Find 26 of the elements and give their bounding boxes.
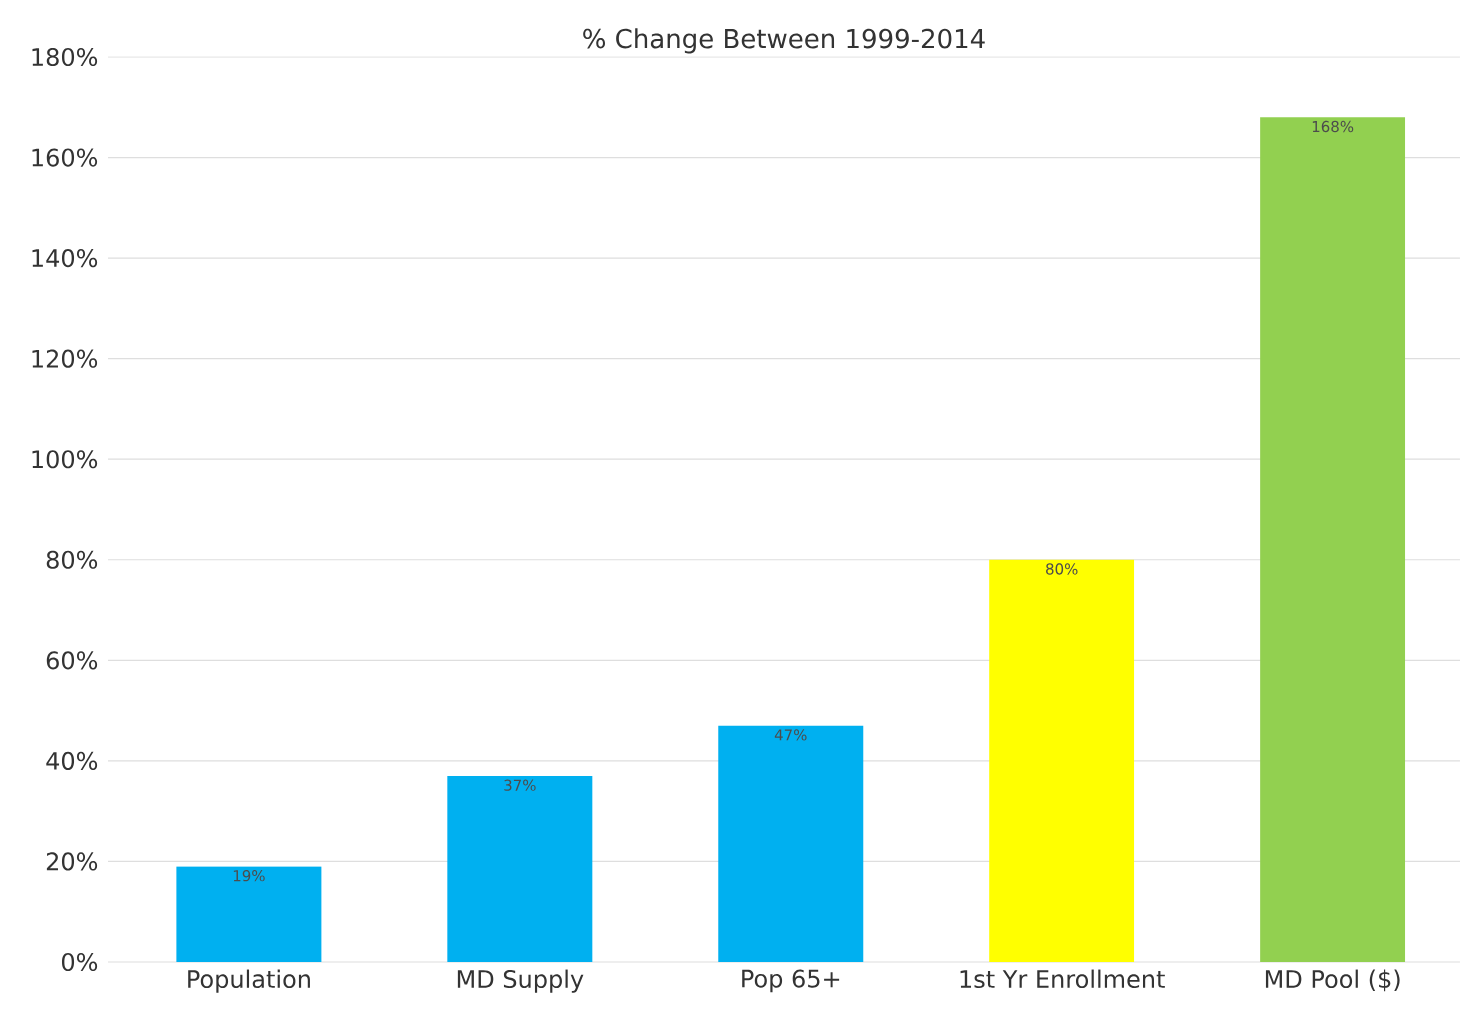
data-label: 47% [774, 729, 807, 741]
bar [176, 866, 322, 962]
y-tick-label: 140% [32, 249, 98, 268]
data-label: 19% [233, 870, 265, 882]
y-tick-label: 40% [46, 751, 98, 770]
y-tick-label: 100% [32, 450, 98, 469]
y-tick-label: 120% [32, 349, 98, 368]
y-tick-label: 60% [46, 651, 98, 670]
data-label: 37% [504, 779, 536, 791]
x-tick-label: MD Supply [457, 969, 584, 993]
y-tick-label: 0% [61, 952, 98, 972]
y-tick-label: 160% [32, 148, 98, 167]
chart-title: % Change Between 1999-2014 [583, 28, 985, 54]
bar [989, 559, 1135, 962]
y-tick-label: 180% [32, 47, 98, 67]
bar [447, 775, 593, 962]
bar [1260, 117, 1406, 962]
x-tick-label: MD Pool ($) [1265, 969, 1400, 992]
bar [718, 725, 864, 962]
x-tick-label: 1st Yr Enrollment [960, 969, 1165, 989]
x-tick-label: Pop 65+ [742, 969, 840, 993]
data-label: 168% [1312, 120, 1354, 133]
y-tick-label: 20% [46, 852, 98, 871]
y-tick-label: 80% [46, 550, 98, 569]
x-tick-label: Population [188, 969, 310, 993]
data-label: 80% [1046, 563, 1078, 575]
